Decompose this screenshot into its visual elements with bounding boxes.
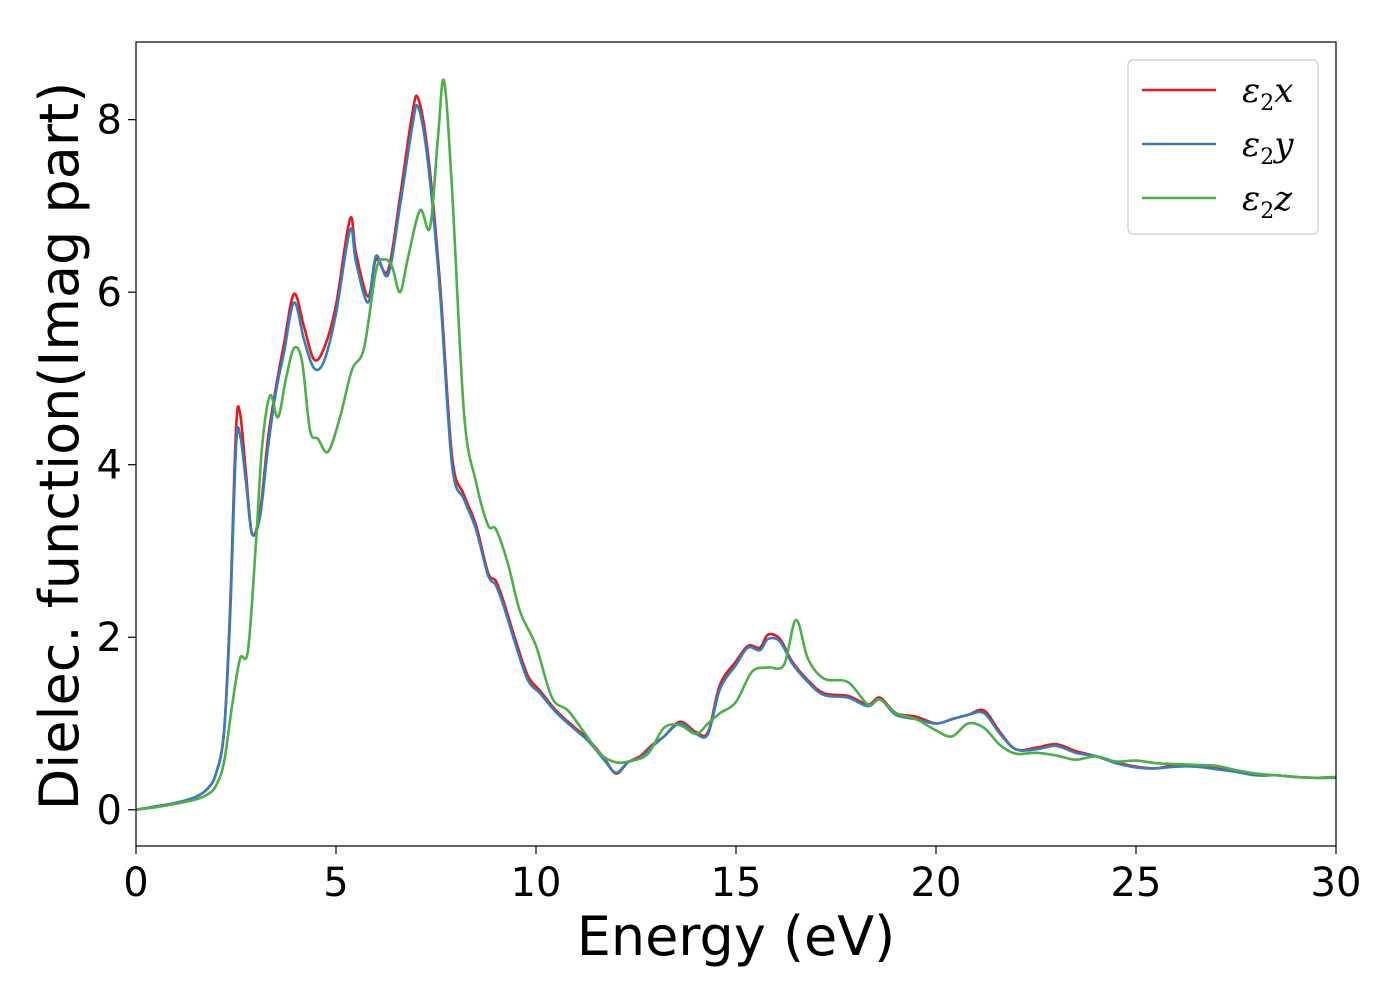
- y-axis-title: Dielec. function(Imag part): [28, 82, 91, 811]
- x-tick-label: 5: [323, 860, 348, 906]
- y-tick-label: 0: [97, 788, 122, 834]
- y-tick-label: 6: [97, 270, 122, 316]
- x-axis-ticks: 0 5 10 15 20 25 30: [123, 846, 1361, 906]
- series-line-z: [135, 78, 1337, 812]
- y-tick-label: 8: [97, 98, 122, 144]
- y-tick-label: 2: [97, 615, 122, 661]
- legend: ε2x ε2y ε2z: [1127, 59, 1319, 235]
- x-tick-label: 15: [711, 860, 762, 906]
- legend-label-y: ε2y: [1242, 125, 1294, 170]
- x-axis-title: Energy (eV): [577, 905, 896, 968]
- x-tick-label: 10: [511, 860, 562, 906]
- x-tick-label: 20: [911, 860, 962, 906]
- x-tick-label: 30: [1311, 860, 1362, 906]
- series-layer: [135, 78, 1337, 812]
- y-tick-label: 4: [97, 443, 122, 489]
- legend-box: [1127, 59, 1319, 235]
- legend-label-z: ε2z: [1242, 179, 1293, 224]
- legend-label-x: ε2x: [1242, 71, 1293, 116]
- y-axis-ticks: 0 2 4 6 8: [97, 98, 136, 834]
- x-tick-label: 0: [123, 860, 148, 906]
- x-tick-label: 25: [1111, 860, 1162, 906]
